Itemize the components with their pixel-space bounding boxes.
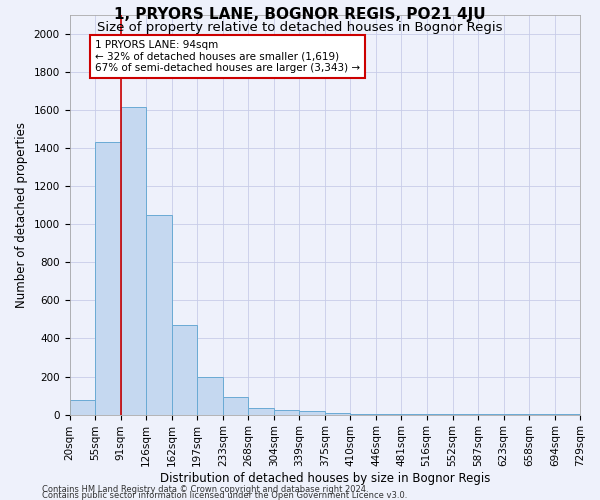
- Bar: [146, 215, 172, 414]
- Text: 1, PRYORS LANE, BOGNOR REGIS, PO21 4JU: 1, PRYORS LANE, BOGNOR REGIS, PO21 4JU: [114, 8, 486, 22]
- Text: Size of property relative to detached houses in Bognor Regis: Size of property relative to detached ho…: [97, 21, 503, 34]
- Y-axis label: Number of detached properties: Number of detached properties: [15, 122, 28, 308]
- Bar: [299, 411, 325, 414]
- Bar: [274, 410, 299, 414]
- Bar: [223, 396, 248, 414]
- Text: Contains public sector information licensed under the Open Government Licence v3: Contains public sector information licen…: [42, 490, 407, 500]
- Bar: [95, 142, 121, 414]
- Bar: [248, 408, 274, 414]
- Bar: [121, 106, 146, 414]
- Bar: [172, 325, 197, 414]
- X-axis label: Distribution of detached houses by size in Bognor Regis: Distribution of detached houses by size …: [160, 472, 490, 485]
- Bar: [197, 376, 223, 414]
- Text: 1 PRYORS LANE: 94sqm
← 32% of detached houses are smaller (1,619)
67% of semi-de: 1 PRYORS LANE: 94sqm ← 32% of detached h…: [95, 40, 360, 73]
- Text: Contains HM Land Registry data © Crown copyright and database right 2024.: Contains HM Land Registry data © Crown c…: [42, 484, 368, 494]
- Bar: [325, 412, 350, 414]
- Bar: [70, 400, 95, 414]
